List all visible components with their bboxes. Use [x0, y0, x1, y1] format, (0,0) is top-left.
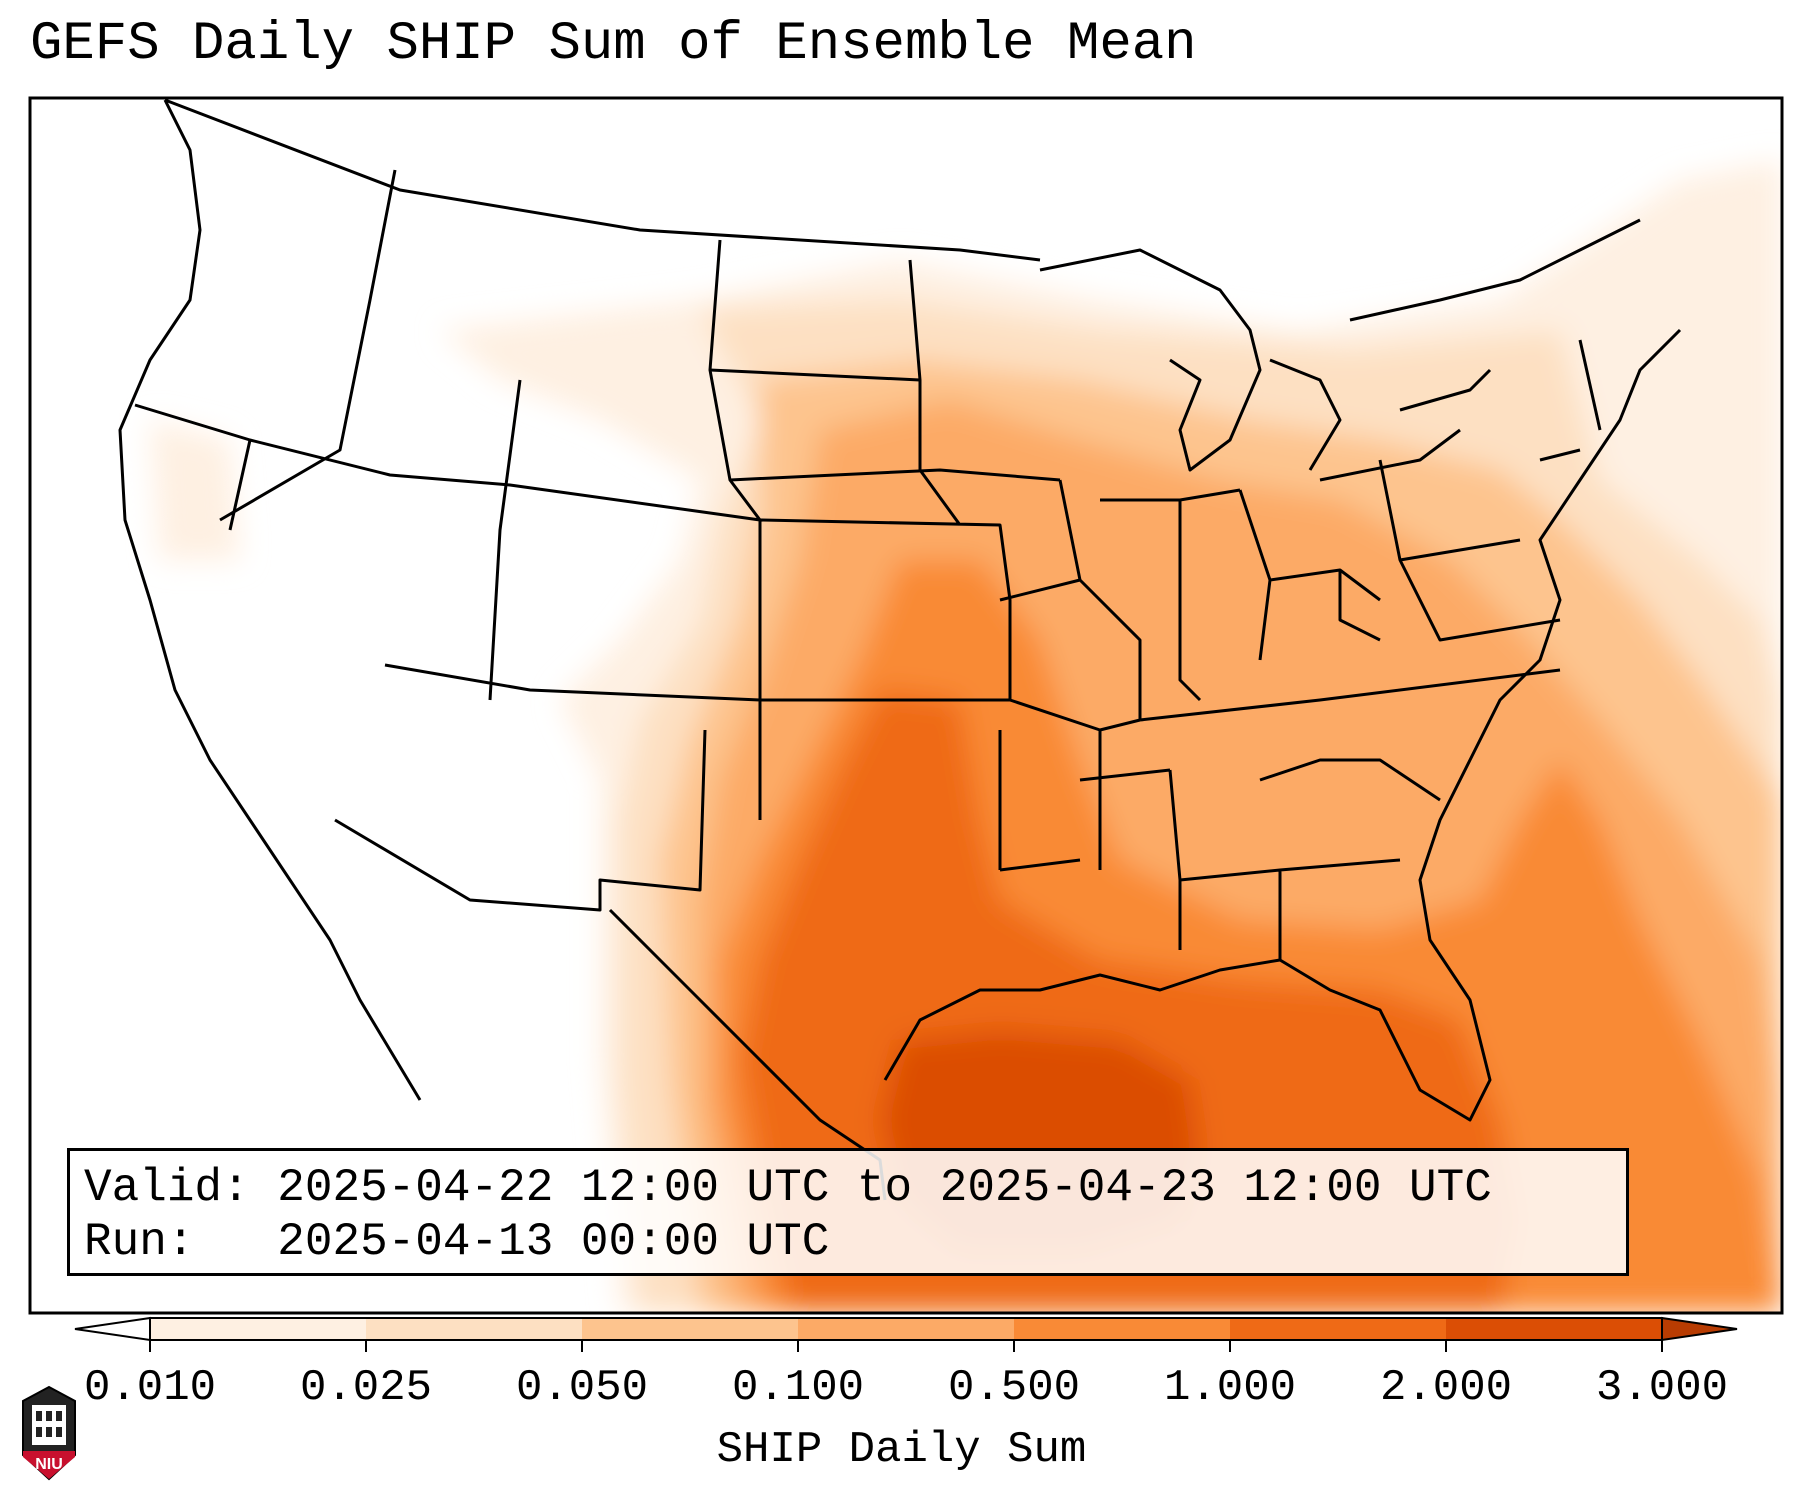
niu-logo: NIU — [22, 1385, 76, 1481]
colorbar-bin — [798, 1318, 1015, 1340]
colorbar — [74, 1316, 1738, 1342]
colorbar-outline — [149, 1317, 1663, 1341]
colorbar-bin — [582, 1318, 799, 1340]
colorbar-bin — [1446, 1318, 1663, 1340]
map-title: GEFS Daily SHIP Sum of Ensemble Mean — [30, 14, 1197, 75]
valid-value: 2025-04-22 12:00 UTC to 2025-04-23 12:00… — [277, 1162, 1492, 1214]
colorbar-extend-min — [74, 1316, 151, 1342]
colorbar-tick-label: 0.100 — [731, 1363, 865, 1413]
map-lines — [118, 98, 1682, 1201]
coastline-west — [118, 99, 422, 1101]
canada-border — [164, 98, 1641, 322]
great-lakes — [1039, 248, 1492, 482]
colorbar-bin — [1230, 1318, 1447, 1340]
colorbar-tick-label: 0.010 — [83, 1363, 217, 1413]
state-boundaries-east — [1139, 339, 1602, 960]
valid-label: Valid: — [84, 1162, 250, 1214]
colorbar-title: SHIP Daily Sum — [716, 1425, 1087, 1475]
colorbar-bin — [1014, 1318, 1231, 1340]
colorbar-tick-label: 2.000 — [1379, 1363, 1513, 1413]
colorbar-tick-label: 0.050 — [515, 1363, 649, 1413]
map-frame — [28, 96, 1784, 1315]
ship-field — [150, 160, 1782, 1313]
colorbar-tick-label: 1.000 — [1163, 1363, 1297, 1413]
run-time-line: Run: 2025-04-13 00:00 UTC — [84, 1219, 829, 1265]
colorbar-tick-label: 0.500 — [947, 1363, 1081, 1413]
niu-logo-text: NIU — [35, 1456, 63, 1473]
run-label: Run: — [84, 1216, 195, 1268]
state-boundaries-west — [134, 169, 1012, 912]
colorbar-extend-max — [1661, 1316, 1738, 1342]
colorbar-ticks — [149, 1340, 1663, 1352]
validity-info-box: Valid: 2025-04-22 12:00 UTC to 2025-04-2… — [67, 1148, 1629, 1276]
run-value: 2025-04-13 00:00 UTC — [277, 1216, 830, 1268]
colorbar-bin — [150, 1318, 367, 1340]
colorbar-tick-label: 3.000 — [1595, 1363, 1729, 1413]
colorbar-bin — [366, 1318, 583, 1340]
valid-time-line: Valid: 2025-04-22 12:00 UTC to 2025-04-2… — [84, 1165, 1492, 1211]
colorbar-tick-label: 0.025 — [299, 1363, 433, 1413]
